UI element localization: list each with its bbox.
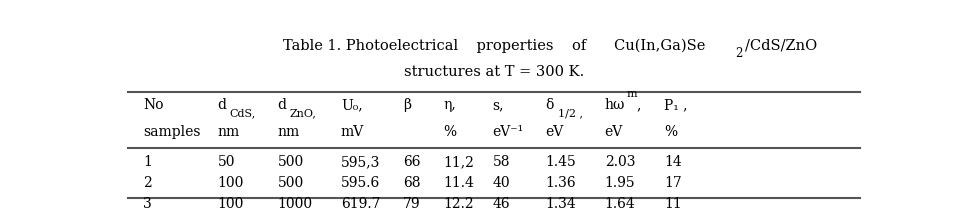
Text: /CdS/ZnO: /CdS/ZnO: [745, 39, 817, 53]
Text: 79: 79: [403, 197, 420, 211]
Text: 66: 66: [403, 155, 420, 169]
Text: 1.95: 1.95: [604, 176, 635, 190]
Text: eV: eV: [545, 125, 563, 139]
Text: 1: 1: [143, 155, 151, 169]
Text: d: d: [218, 99, 227, 112]
Text: 11: 11: [664, 197, 683, 211]
Text: d: d: [278, 99, 286, 112]
Text: δ: δ: [545, 99, 553, 112]
Text: samples: samples: [143, 125, 201, 139]
Text: 12.2: 12.2: [443, 197, 474, 211]
Text: 11.4: 11.4: [443, 176, 474, 190]
Text: 1000: 1000: [278, 197, 312, 211]
Text: 58: 58: [493, 155, 510, 169]
Text: structures at T = 300 K.: structures at T = 300 K.: [404, 65, 584, 79]
Text: 595.6: 595.6: [341, 176, 380, 190]
Text: 50: 50: [218, 155, 235, 169]
Text: 1/2 ,: 1/2 ,: [557, 108, 582, 118]
Text: 3: 3: [143, 197, 151, 211]
Text: η,: η,: [443, 99, 456, 112]
Text: 100: 100: [218, 197, 244, 211]
Text: 1.36: 1.36: [545, 176, 576, 190]
Text: 14: 14: [664, 155, 683, 169]
Text: 40: 40: [493, 176, 510, 190]
Text: 500: 500: [278, 176, 304, 190]
Text: 500: 500: [278, 155, 304, 169]
Text: 1.45: 1.45: [545, 155, 576, 169]
Text: No: No: [143, 99, 164, 112]
Text: m: m: [627, 89, 637, 99]
Text: P₁ ,: P₁ ,: [664, 99, 688, 112]
Text: 2: 2: [143, 176, 151, 190]
Text: β: β: [403, 99, 411, 112]
Text: mV: mV: [341, 125, 364, 139]
Text: ,: ,: [637, 99, 641, 112]
Text: CdS,: CdS,: [229, 108, 255, 118]
Text: 1.64: 1.64: [604, 197, 635, 211]
Text: nm: nm: [218, 125, 240, 139]
Text: eV: eV: [604, 125, 623, 139]
Text: Table 1. Photoelectrical    properties    of      Cu(In,Ga)Se: Table 1. Photoelectrical properties of C…: [282, 39, 706, 53]
Text: ZnO,: ZnO,: [289, 108, 316, 118]
Text: nm: nm: [278, 125, 300, 139]
Text: 17: 17: [664, 176, 683, 190]
Text: 11,2: 11,2: [443, 155, 474, 169]
Text: 2: 2: [736, 47, 742, 60]
Text: 619.7: 619.7: [341, 197, 381, 211]
Text: eV⁻¹: eV⁻¹: [493, 125, 523, 139]
Text: s,: s,: [493, 99, 504, 112]
Text: 46: 46: [493, 197, 510, 211]
Text: %: %: [443, 125, 456, 139]
Text: %: %: [664, 125, 678, 139]
Text: U₀,: U₀,: [341, 99, 362, 112]
Text: 595,3: 595,3: [341, 155, 380, 169]
Text: 2.03: 2.03: [604, 155, 635, 169]
Text: 1.34: 1.34: [545, 197, 576, 211]
Text: hω: hω: [604, 99, 625, 112]
Text: 68: 68: [403, 176, 420, 190]
Text: 100: 100: [218, 176, 244, 190]
